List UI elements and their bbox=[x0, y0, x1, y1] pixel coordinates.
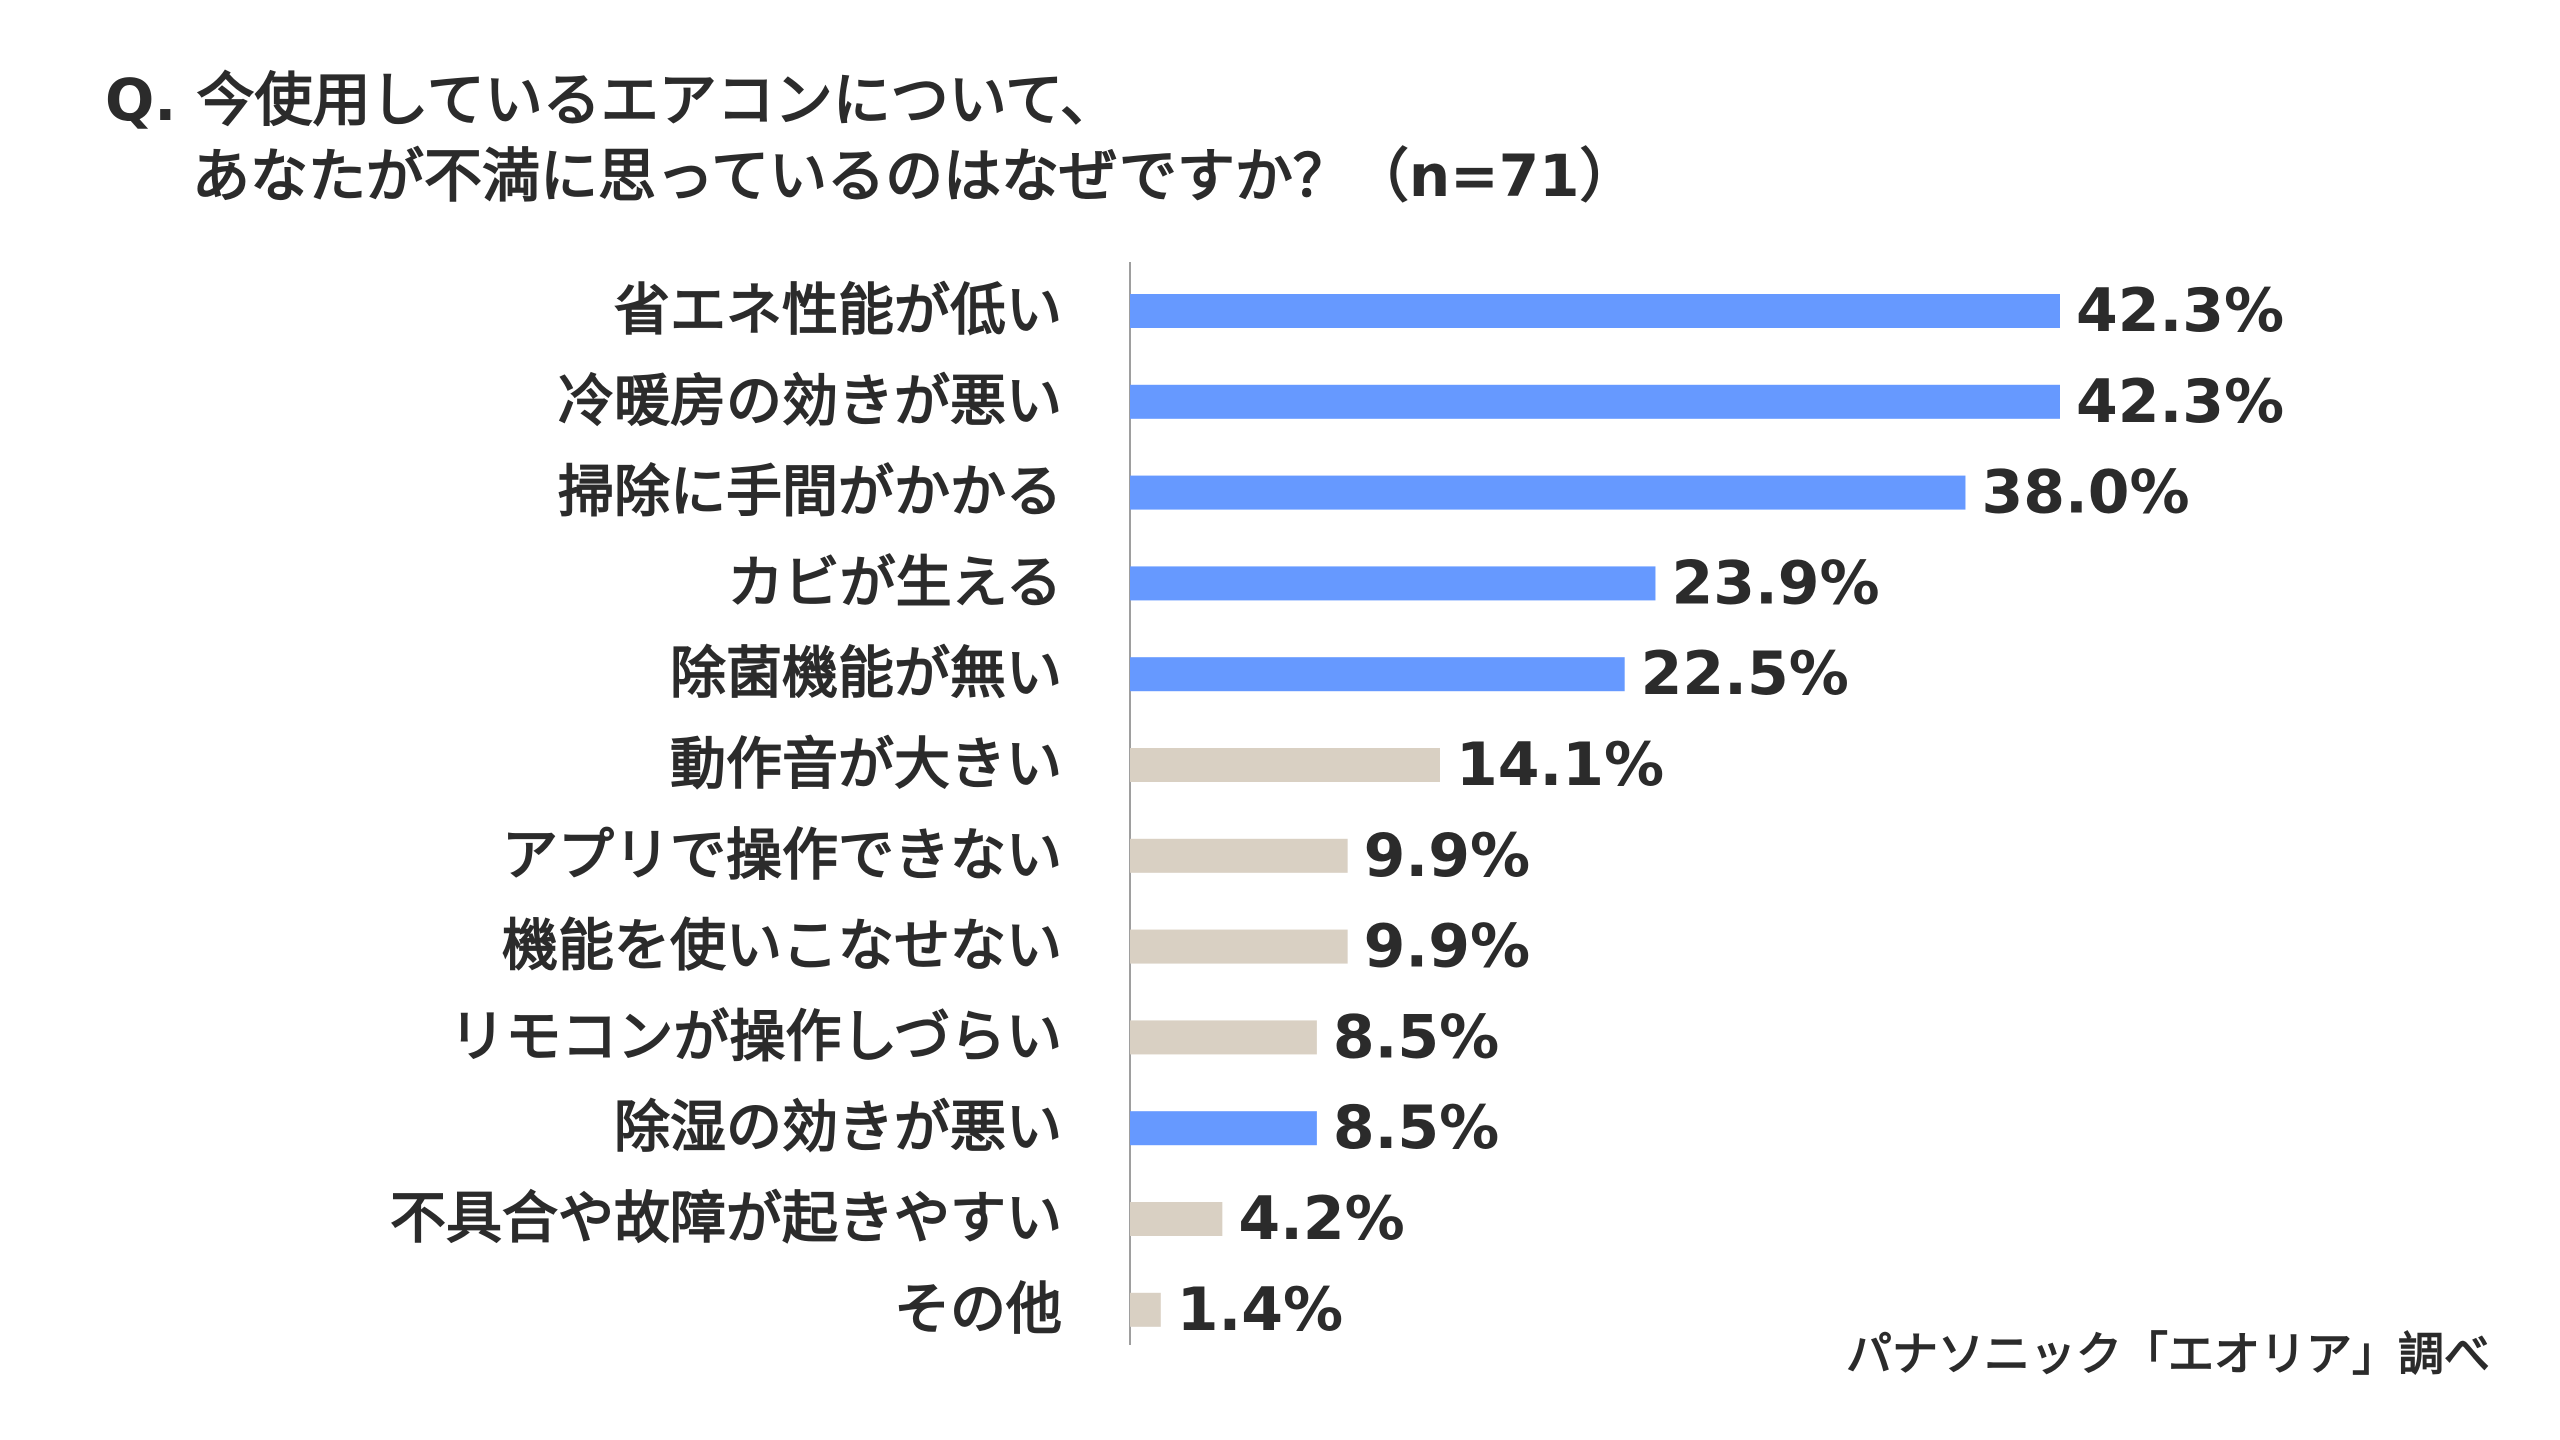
value-label: 8.5% bbox=[1333, 1093, 1499, 1163]
value-label: 9.9% bbox=[1364, 912, 1530, 982]
category-label: その他 bbox=[894, 1277, 1062, 1342]
value-label: 1.4% bbox=[1177, 1275, 1343, 1345]
category-label: 掃除に手間がかかる bbox=[558, 460, 1062, 525]
source-note: パナソニック「エオリア」調べ bbox=[1846, 1327, 2490, 1381]
bar bbox=[1130, 384, 2060, 419]
value-label: 42.3% bbox=[2076, 276, 2284, 346]
bar bbox=[1130, 748, 1440, 782]
value-label: 42.3% bbox=[2076, 367, 2284, 437]
value-label: 4.2% bbox=[1238, 1184, 1404, 1254]
category-label: 除菌機能が無い bbox=[670, 642, 1062, 707]
category-label: アプリで操作できない bbox=[502, 823, 1062, 888]
bar bbox=[1130, 929, 1348, 964]
bar bbox=[1130, 1111, 1317, 1146]
category-label: 除湿の効きが悪い bbox=[614, 1096, 1062, 1161]
value-label: 23.9% bbox=[1671, 548, 1879, 618]
value-label: 14.1% bbox=[1456, 730, 1664, 800]
bar bbox=[1130, 1202, 1223, 1236]
category-label: カビが生える bbox=[728, 551, 1062, 616]
chart-title: Q. 今使用しているエアコンについて、 あなたが不満に思っているのはなぜですか？… bbox=[105, 62, 1637, 214]
category-label: リモコンが操作しづらい bbox=[449, 1005, 1062, 1070]
bar bbox=[1130, 566, 1656, 601]
bar bbox=[1130, 838, 1348, 873]
bar bbox=[1130, 475, 1966, 510]
category-label: 不具合や故障が起きやすい bbox=[390, 1187, 1062, 1252]
category-label: 冷暖房の効きが悪い bbox=[558, 369, 1062, 434]
category-label: 動作音が大きい bbox=[670, 733, 1062, 798]
bar bbox=[1130, 657, 1625, 692]
category-label: 機能を使いこなせない bbox=[502, 914, 1062, 979]
bar bbox=[1130, 1020, 1317, 1055]
category-label: 省エネ性能が低い bbox=[614, 279, 1062, 344]
value-label: 22.5% bbox=[1641, 639, 1849, 709]
title-line-1: Q. 今使用しているエアコンについて、 bbox=[105, 66, 1119, 134]
value-label: 38.0% bbox=[1981, 458, 2189, 528]
value-label: 9.9% bbox=[1364, 821, 1530, 891]
bar bbox=[1130, 294, 2060, 328]
title-line-2: あなたが不満に思っているのはなぜですか？（n=71） bbox=[192, 142, 1638, 210]
value-label: 8.5% bbox=[1333, 1002, 1499, 1072]
bar bbox=[1130, 1292, 1161, 1327]
